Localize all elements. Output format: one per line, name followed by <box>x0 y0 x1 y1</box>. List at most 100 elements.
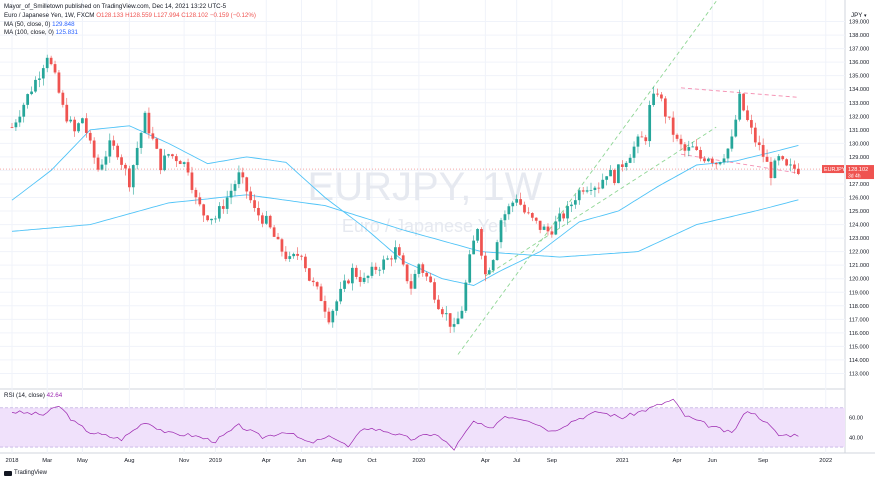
candle-body <box>288 256 292 259</box>
candle-body <box>358 276 362 282</box>
candle-body <box>687 147 691 151</box>
candle-body <box>491 260 495 271</box>
time-tick-label: Jun <box>297 458 306 464</box>
candle-body <box>558 213 562 222</box>
candle-body <box>49 57 53 65</box>
candle-body <box>765 156 769 162</box>
price-tick-label: 123.000 <box>849 236 869 242</box>
time-tick-label: Apr <box>262 458 271 464</box>
wedge-line[interactable] <box>680 153 799 174</box>
candle-body <box>272 227 276 237</box>
candle-body <box>605 176 609 180</box>
candle-body <box>386 258 389 260</box>
candle-body <box>171 154 174 157</box>
tradingview-logo[interactable]: TradingView <box>4 470 47 476</box>
candle-body <box>38 78 41 80</box>
candle-body <box>92 140 96 158</box>
ma100-legend[interactable]: MA (100, close, 0) 125.831 <box>4 29 78 37</box>
candle-body <box>679 138 683 145</box>
candle-body <box>22 104 26 117</box>
time-tick-label: Sep <box>758 458 768 464</box>
channel-line[interactable] <box>485 126 717 277</box>
price-tick-label: 124.000 <box>849 223 869 229</box>
candle-body <box>253 200 256 208</box>
channel-line[interactable] <box>457 0 717 355</box>
rsi-legend[interactable]: RSI (14, close) 42.64 <box>4 392 62 400</box>
candle-body <box>503 214 507 221</box>
symbol-header: Euro / Japanese Yen, 1W, FXCM O128.133 H… <box>4 12 256 20</box>
candle-body <box>139 132 143 148</box>
time-tick-label: Aug <box>332 458 342 464</box>
candle-body <box>167 154 170 156</box>
candle-body <box>354 267 358 277</box>
symbol-tag-bg[interactable] <box>822 165 844 174</box>
candle-body <box>339 288 342 302</box>
price-tick-label: 133.000 <box>849 101 869 107</box>
ma50-legend[interactable]: MA (50, close, 0) 129.848 <box>4 21 75 29</box>
candle-body <box>186 162 190 173</box>
candle-body <box>409 281 413 289</box>
candle-body <box>217 206 221 219</box>
candle-body <box>190 172 194 190</box>
candle-body <box>691 146 695 148</box>
time-tick-label: Oct <box>367 458 376 464</box>
candle-body <box>656 93 659 95</box>
candle-body <box>307 268 311 281</box>
price-tick-label: 134.000 <box>849 87 869 93</box>
candle-body <box>69 119 73 122</box>
candle-body <box>476 229 479 241</box>
candle-body <box>671 117 675 135</box>
candle-body <box>81 118 84 124</box>
candle-body <box>84 118 88 133</box>
candle-body <box>554 221 558 235</box>
rsi-tick-label: 40.00 <box>849 435 863 441</box>
candle-body <box>182 162 186 165</box>
candle-body <box>464 282 468 311</box>
candle-body <box>417 264 421 274</box>
candle-body <box>609 169 612 177</box>
candle-body <box>323 301 327 312</box>
ohlc-open: O128.133 <box>96 12 124 19</box>
price-tick-label: 118.000 <box>849 304 869 310</box>
candle-body <box>746 110 749 121</box>
candle-body <box>585 190 589 192</box>
currency-selector[interactable]: JPY ▾ <box>851 12 867 19</box>
candle-body <box>45 57 49 69</box>
candle-body <box>147 112 151 134</box>
candle-body <box>397 247 401 256</box>
candle-body <box>613 169 616 184</box>
candle-body <box>405 264 409 282</box>
candle-body <box>695 146 699 151</box>
candle-body <box>738 93 742 120</box>
candle-body <box>648 105 652 142</box>
candle-body <box>73 119 76 132</box>
candle-body <box>683 144 687 151</box>
candle-body <box>753 127 757 143</box>
price-tick-label: 131.000 <box>849 128 869 134</box>
candle-body <box>370 266 374 276</box>
candle-body <box>245 177 249 192</box>
time-tick-label: Jul <box>513 458 520 464</box>
candle-body <box>789 164 792 166</box>
candle-body <box>769 161 773 179</box>
candle-body <box>10 127 14 128</box>
rsi-value: 42.64 <box>46 392 63 399</box>
candle-body <box>542 226 546 230</box>
candle-body <box>444 313 448 315</box>
candle-body <box>519 199 522 205</box>
candle-body <box>675 134 679 139</box>
candle-body <box>703 158 706 162</box>
ohlc-close: C128.102 <box>181 12 209 19</box>
candle-body <box>18 116 22 123</box>
candle-body <box>225 197 229 209</box>
time-tick-label: 2022 <box>819 458 832 464</box>
candle-body <box>194 189 198 198</box>
watermark-name: Euro / Japanese Yen <box>342 216 508 236</box>
candle-body <box>507 206 511 215</box>
price-tag-bg[interactable] <box>846 165 874 180</box>
price-tick-label: 125.000 <box>849 209 869 215</box>
candle-body <box>261 215 264 224</box>
candle-body <box>198 197 202 205</box>
